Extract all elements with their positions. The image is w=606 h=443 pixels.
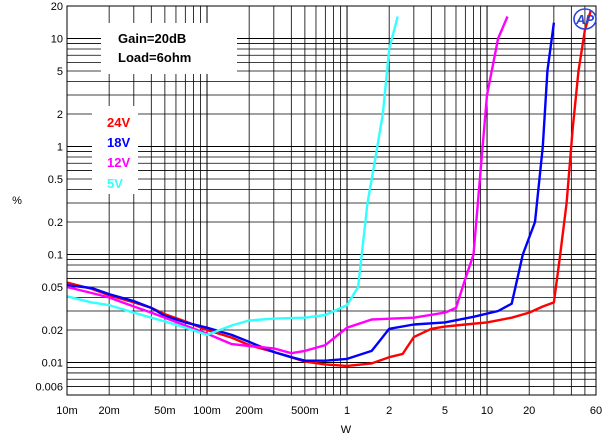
annotation-gain: Gain=20dB (118, 31, 186, 46)
series-line-12v (66, 16, 509, 355)
x-tick-label: 20 (523, 405, 535, 417)
legend-background (92, 106, 138, 194)
x-tick-label: 200m (235, 405, 263, 417)
y-tick-label: 5 (57, 66, 63, 78)
legend-label-12v: 12V (107, 155, 130, 170)
y-tick-label: 0.5 (48, 174, 63, 186)
y-tick-label: 1 (57, 142, 63, 154)
y-tick-label: 0.05 (42, 282, 63, 294)
y-tick-labels: 20 10 5 2 1 0.5 0.2 0.1 0.05 0.02 0.01 0.006 (35, 1, 63, 393)
y-tick-label: 20 (51, 1, 63, 13)
logo-text: AP (575, 12, 594, 27)
x-tick-label: 10m (56, 405, 77, 417)
y-axis-label: % (12, 195, 22, 207)
legend-label-18v: 18V (107, 135, 130, 150)
x-tick-label: 20m (98, 405, 119, 417)
x-tick-label: 1 (344, 405, 350, 417)
x-tick-label: 60 (590, 405, 602, 417)
logo-ring (573, 8, 597, 30)
annotation-background (101, 23, 237, 74)
ap-logo-icon: AP (573, 8, 597, 30)
x-tick-label: 50m (154, 405, 175, 417)
x-tick-label: 5 (442, 405, 448, 417)
x-tick-label: 10 (481, 405, 493, 417)
legend-label-5v: 5V (107, 176, 123, 191)
series-line-5v (66, 16, 399, 337)
legend: 24V 18V 12V 5V (92, 106, 138, 194)
y-tick-label: 0.01 (42, 357, 63, 369)
y-tick-label: 0.02 (42, 325, 63, 337)
x-tick-label: 500m (291, 405, 319, 417)
y-tick-label: 0.1 (48, 249, 63, 261)
x-axis-label: W (341, 424, 352, 436)
x-tick-labels: 10m 20m 50m 100m 200m 500m 1 2 5 10 20 60 (56, 405, 602, 417)
plot-frame (66, 5, 597, 396)
y-tick-label: 2 (57, 109, 63, 121)
y-tick-label: 10 (51, 34, 63, 46)
series-line-24v (66, 10, 592, 368)
series-lines (66, 10, 592, 368)
x-tick-label: 100m (193, 405, 221, 417)
legend-label-24v: 24V (107, 115, 130, 130)
x-tick-label: 2 (386, 405, 392, 417)
y-tick-label: 0.006 (35, 381, 63, 393)
y-tick-label: 0.2 (48, 217, 63, 229)
annotation-box: Gain=20dB Load=6ohm (101, 23, 237, 74)
annotation-load: Load=6ohm (118, 50, 191, 65)
series-line-18v (66, 22, 556, 362)
